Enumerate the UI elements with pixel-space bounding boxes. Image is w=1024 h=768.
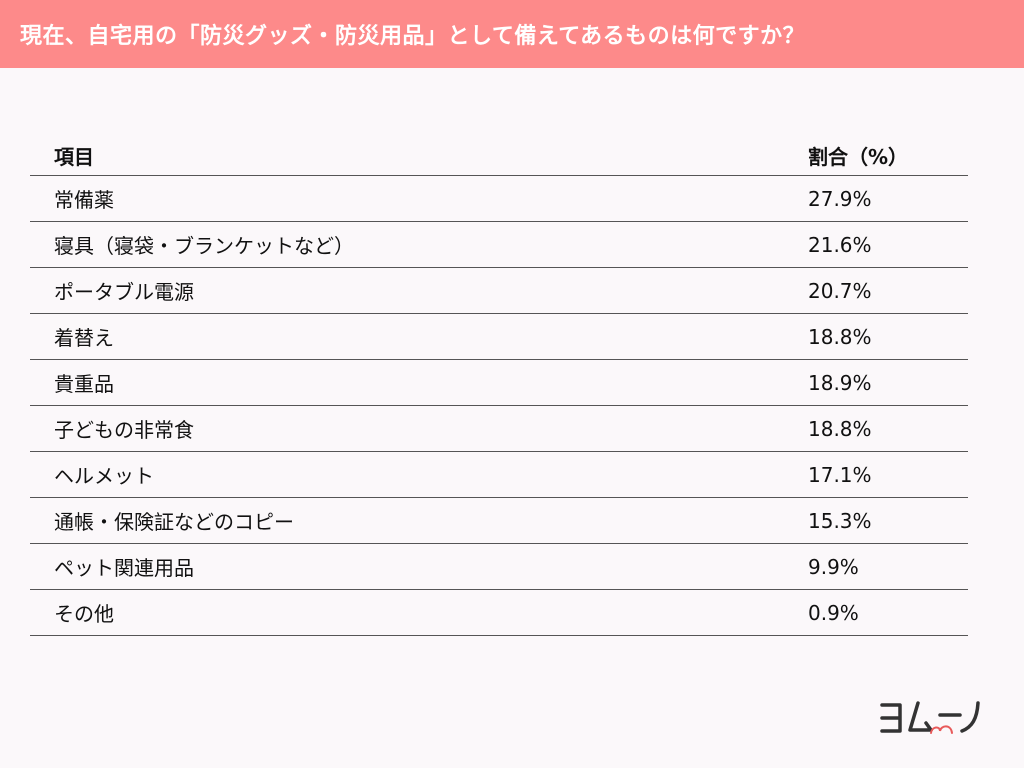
table-header-row: 項目 割合（%） — [30, 128, 968, 176]
table-row: ポータブル電源 20.7% — [30, 268, 968, 314]
yomuno-logo — [878, 697, 988, 737]
percent-cell: 17.1% — [808, 462, 872, 487]
percent-cell: 9.9% — [808, 554, 859, 579]
table-row: その他 0.9% — [30, 590, 968, 636]
table-row: 通帳・保険証などのコピー 15.3% — [30, 498, 968, 544]
survey-table: 項目 割合（%） 常備薬 27.9% 寝具（寝袋・ブランケットなど） 21.6%… — [30, 128, 968, 636]
item-cell: その他 — [54, 602, 114, 626]
table-row: 着替え 18.8% — [30, 314, 968, 360]
table-row: 貴重品 18.9% — [30, 360, 968, 406]
item-cell: ポータブル電源 — [54, 280, 194, 304]
table-row: 子どもの非常食 18.8% — [30, 406, 968, 452]
title-banner: 現在、自宅用の「防災グッズ・防災用品」として備えてあるものは何ですか？ — [0, 0, 1024, 68]
percent-cell: 20.7% — [808, 278, 872, 303]
table-row: 常備薬 27.9% — [30, 176, 968, 222]
percent-cell: 18.8% — [808, 324, 872, 349]
item-cell: 着替え — [54, 326, 114, 350]
percent-cell: 18.8% — [808, 416, 872, 441]
column-header-item: 項目 — [54, 145, 94, 169]
percent-cell: 15.3% — [808, 508, 872, 533]
table-row: 寝具（寝袋・ブランケットなど） 21.6% — [30, 222, 968, 268]
column-header-percent: 割合（%） — [808, 145, 909, 169]
item-cell: 常備薬 — [54, 188, 114, 212]
page-title: 現在、自宅用の「防災グッズ・防災用品」として備えてあるものは何ですか？ — [20, 24, 806, 49]
item-cell: 貴重品 — [54, 372, 114, 396]
item-cell: 寝具（寝袋・ブランケットなど） — [54, 234, 354, 258]
item-cell: ペット関連用品 — [54, 556, 194, 580]
percent-cell: 18.9% — [808, 370, 872, 395]
table-row: ペット関連用品 9.9% — [30, 544, 968, 590]
item-cell: 子どもの非常食 — [54, 418, 194, 442]
percent-cell: 21.6% — [808, 232, 872, 257]
percent-cell: 27.9% — [808, 186, 872, 211]
percent-cell: 0.9% — [808, 600, 859, 625]
table-row: ヘルメット 17.1% — [30, 452, 968, 498]
item-cell: 通帳・保険証などのコピー — [54, 510, 294, 534]
yomuno-logo-icon — [880, 701, 980, 734]
item-cell: ヘルメット — [54, 464, 154, 488]
